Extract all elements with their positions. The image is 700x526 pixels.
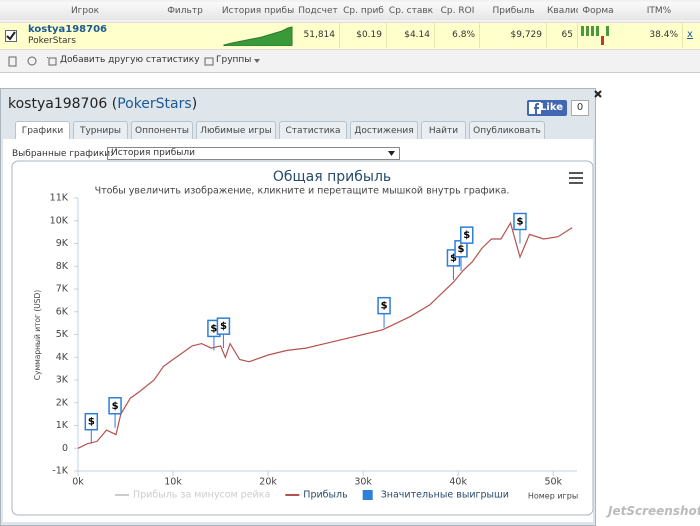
title-close: )	[191, 96, 198, 112]
stat-cell: $4.14	[387, 22, 435, 48]
y-tick-label: 4K	[56, 352, 69, 363]
x-tick-label: 20k	[259, 477, 277, 488]
tab[interactable]: Статистика	[279, 121, 347, 139]
y-tick-label: 2K	[56, 397, 69, 408]
x-tick-label: 30k	[354, 477, 372, 488]
toolbar-icons[interactable]	[8, 55, 48, 67]
selector-arrow	[388, 151, 395, 156]
y-tick-label: 3K	[56, 375, 69, 386]
form-bars	[581, 26, 609, 45]
close-button[interactable]	[594, 90, 602, 98]
chart-selector[interactable]: История прибыли	[107, 147, 400, 160]
profit-line	[77, 221, 573, 449]
sparkline	[223, 26, 293, 46]
y-tick-label: -1K	[52, 466, 68, 477]
remove-link[interactable]: x	[687, 29, 693, 40]
flag-label: $	[458, 244, 465, 255]
tab[interactable]: Любимые игры	[196, 121, 276, 139]
y-tick-label: 6K	[56, 306, 69, 317]
selector-label: Выбранные графики:	[12, 149, 114, 159]
stat-cell: $0.19	[340, 22, 387, 48]
stat-cell: 38.4%	[618, 22, 683, 48]
y-tick-label: 1K	[56, 420, 69, 431]
flag-label: $	[516, 217, 523, 228]
legend-label[interactable]: Прибыль	[303, 490, 348, 501]
chart-frame	[11, 160, 594, 516]
watermark: JetScreenshot	[608, 504, 700, 518]
x-axis-label: Номер игры	[528, 492, 578, 501]
add-icon	[48, 57, 57, 66]
y-tick-label: 7K	[56, 284, 69, 295]
legend-label[interactable]: Прибыль за минусом рейка	[133, 490, 270, 501]
big-win-flag[interactable]	[84, 412, 99, 431]
flag-label: $	[88, 417, 95, 428]
groups-icon	[204, 57, 214, 66]
flag-label: $	[381, 301, 388, 312]
x-tick-label: 40k	[449, 477, 467, 488]
flag-label: $	[463, 230, 470, 241]
x-tick-label: 0k	[72, 477, 84, 488]
player-site: PokerStars	[28, 36, 76, 46]
title-site[interactable]: PokerStars	[117, 96, 192, 112]
y-tick-label: 9K	[56, 238, 69, 249]
flag-label: $	[450, 253, 457, 264]
legend-label[interactable]: Значительные выигрыши	[381, 490, 509, 501]
legend-symbol	[362, 490, 373, 500]
tab[interactable]: Опубликовать	[469, 121, 545, 139]
flag-label: $	[112, 401, 119, 412]
y-tick-label: 0	[62, 443, 68, 454]
panel-title: kostya198706 (PokerStars)	[8, 96, 197, 112]
fb-icon	[529, 102, 541, 114]
chart-title: Общая прибыль	[273, 169, 391, 185]
flag-label: $	[220, 321, 227, 332]
big-win-flag[interactable]	[216, 317, 231, 335]
y-tick-label: 11K	[50, 193, 69, 204]
y-tick-label: 5K	[56, 329, 69, 340]
tab[interactable]: Графики	[15, 121, 70, 139]
tab[interactable]: Найти	[421, 121, 466, 139]
title-user: kostya198706 (	[8, 96, 118, 112]
header-cell[interactable]: ITM%	[618, 2, 700, 20]
big-win-flag[interactable]	[108, 397, 122, 415]
stat-cell: 6.8%	[435, 22, 480, 48]
y-tick-label: 8K	[56, 261, 69, 272]
tab[interactable]: Турниры	[73, 121, 128, 139]
stat-cell: 65	[547, 22, 578, 48]
flag-label: $	[210, 323, 217, 334]
big-win-flag[interactable]	[459, 226, 474, 244]
add-stats-button[interactable]: Добавить другую статистику	[60, 55, 200, 65]
y-tick-label: 10K	[50, 215, 69, 226]
tab[interactable]: Оппоненты	[131, 121, 193, 139]
like-count: 0	[571, 100, 589, 116]
groups-button[interactable]: Группы	[216, 55, 252, 65]
y-axis-label: Суммарный итог (USD)	[33, 290, 42, 381]
stat-cell: $9,729	[480, 22, 547, 48]
x-tick-label: 50k	[544, 477, 562, 488]
big-win-flag[interactable]	[377, 296, 391, 315]
chart-subtitle: Чтобы увеличить изображение, кликните и …	[95, 186, 510, 197]
x-tick-label: 10k	[164, 477, 182, 488]
tab[interactable]: Достижения	[350, 121, 418, 139]
checkbox[interactable]	[5, 30, 17, 42]
menu-button[interactable]	[569, 172, 583, 184]
big-win-flag[interactable]	[513, 212, 527, 231]
check-icon	[6, 31, 16, 41]
player-link[interactable]: kostya198706	[28, 24, 107, 35]
dropdown-arrow	[254, 59, 260, 63]
stat-cell: 51,814	[296, 22, 340, 48]
